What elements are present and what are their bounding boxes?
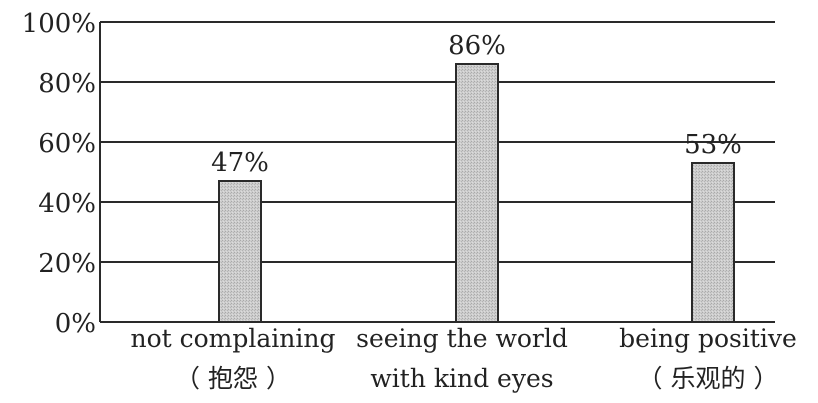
bar-2	[691, 162, 735, 323]
x-category-label: not complaining	[130, 324, 335, 353]
data-labels: 47% 86% 53%	[211, 31, 742, 178]
bars	[218, 63, 735, 323]
y-tick-label: 100%	[22, 9, 96, 39]
bar-0	[218, 180, 262, 323]
x-category-label: being positive	[619, 324, 797, 353]
data-label: 47%	[211, 148, 269, 178]
x-category-label: seeing the world	[356, 324, 568, 353]
y-tick-label: 60%	[38, 129, 96, 159]
data-label: 86%	[448, 31, 506, 61]
y-tick-label: 20%	[38, 249, 96, 279]
y-tick-label: 40%	[38, 189, 96, 219]
x-category-label: （ 乐观的 ）	[638, 364, 779, 393]
x-category-label: （ 抱怨 ）	[175, 364, 291, 393]
gridlines	[99, 21, 775, 323]
y-tick-label: 0%	[55, 309, 96, 339]
y-axis-tick-labels: 0% 20% 40% 60% 80% 100%	[22, 9, 96, 339]
x-category-label: with kind eyes	[370, 364, 553, 393]
x-axis-category-labels: not complaining （ 抱怨 ） seeing the world wit…	[130, 324, 796, 393]
bar-1	[455, 63, 499, 323]
y-tick-label: 80%	[38, 69, 96, 99]
data-label: 53%	[684, 130, 742, 160]
